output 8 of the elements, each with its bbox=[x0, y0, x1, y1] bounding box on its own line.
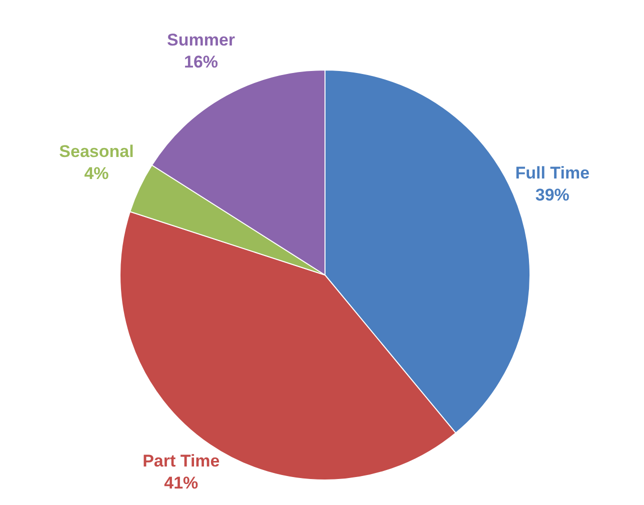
slice-label: Seasonal bbox=[59, 142, 134, 161]
slice-label: Full Time bbox=[515, 163, 590, 182]
data-label: 39% bbox=[535, 185, 570, 204]
data-label: 16% bbox=[184, 52, 218, 72]
data-label: 4% bbox=[84, 164, 109, 183]
slice-label: Summer bbox=[166, 30, 236, 50]
data-label: 41% bbox=[164, 473, 198, 492]
slice-label: Part Time bbox=[142, 451, 220, 470]
